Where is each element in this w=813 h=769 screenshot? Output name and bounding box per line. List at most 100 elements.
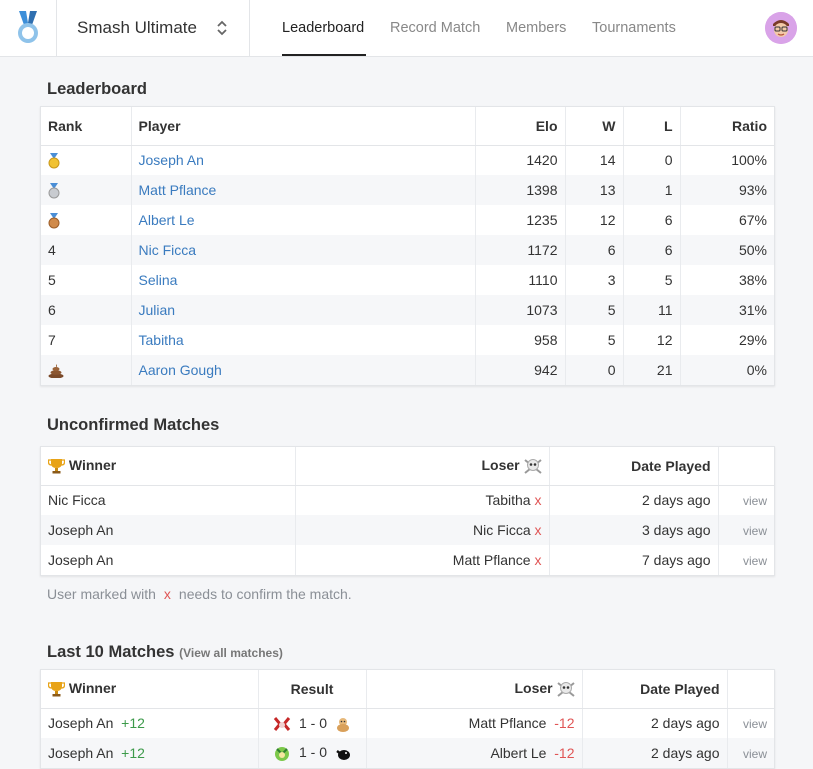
table-row: Aaron Gough 942 0 21 0% [41,355,774,385]
elo-cell: 1398 [474,175,565,205]
player-link[interactable]: Matt Pflance [130,175,475,205]
date-cell: 7 days ago [548,545,718,575]
table-row: 7 Tabitha 958 5 12 29% [41,325,774,355]
view-link[interactable]: view [717,545,774,575]
loser-cell: Nic Ficca x [294,515,549,545]
table-row: Joseph An +12 1 - 0 Matt Pflance -12 2 d… [41,708,774,738]
last-matches-title-text: Last 10 Matches [47,643,175,661]
winner-character-icon [274,716,291,731]
winner-cell: Joseph An +12 [41,708,258,738]
wins-cell: 3 [564,265,623,295]
player-link[interactable]: Nic Ficca [130,235,475,265]
view-link[interactable]: view [726,738,774,768]
losses-cell: 21 [622,355,680,385]
wins-cell: 14 [564,145,623,175]
player-link[interactable]: Albert Le [130,205,475,235]
col-winner-label: Winner [68,457,117,474]
tab-leaderboard[interactable]: Leaderboard [282,20,365,36]
winner-name: Joseph An [48,745,114,761]
elo-cell: 942 [474,355,565,385]
view-label[interactable]: view [742,717,767,732]
col-winner-label: Winner [68,680,117,697]
table-row: Joseph An Matt Pflance x 7 days ago view [41,545,774,575]
col-winner: Winner [41,447,295,486]
col-date: Date Played [581,670,727,709]
winner-character-icon [275,746,290,761]
last-matches-card: Winner Result Loser Date Played Joseph A… [40,669,775,769]
view-link[interactable]: view [726,708,774,738]
player-link[interactable]: Tabitha [130,325,475,355]
view-label[interactable]: view [742,747,767,761]
ratio-cell: 31% [679,295,774,325]
medal-logo-icon [18,11,38,43]
view-label[interactable]: view [742,524,767,538]
table-row: Matt Pflance 1398 13 1 93% [41,175,774,205]
col-losses: L [622,107,680,146]
col-date: Date Played [548,447,718,486]
result-score: 1 - 0 [298,744,327,761]
table-row: Joseph An Nic Ficca x 3 days ago view [41,515,774,545]
winner-name: Joseph An [48,715,114,732]
user-avatar-icon [765,12,797,44]
player-link[interactable]: Julian [130,295,475,325]
table-row: Nic Ficca Tabitha x 2 days ago view [41,485,774,515]
leaderboard-title: Leaderboard [47,80,147,98]
col-result: Result [257,670,366,709]
view-all-matches-link[interactable]: (View all matches) [179,646,283,660]
view-label[interactable]: view [742,554,767,568]
last-matches-table: Winner Result Loser Date Played Joseph A… [41,670,774,768]
note-mark: x [163,586,171,602]
col-wins: W [564,107,623,146]
note-after: needs to confirm the match. [178,586,352,602]
wins-cell: 13 [564,175,623,205]
skull-crossbones-icon [556,682,575,698]
elo-cell: 1172 [474,235,565,265]
ratio-cell: 67% [679,205,774,235]
last-matches-title: Last 10 Matches (View all matches) [47,643,283,662]
loser-elo-delta: -12 [554,745,575,761]
date-cell: 3 days ago [548,515,718,545]
tab-members[interactable]: Members [506,20,567,36]
winner-elo-delta: +12 [121,745,145,761]
unconfirmed-mark: x [534,552,542,568]
loser-character-icon [336,749,350,760]
unconfirmed-mark: x [534,522,542,538]
unconfirmed-card: Winner Loser Date Played Nic Ficca Tabit… [40,446,775,576]
rank-cell: 4 [48,242,56,258]
winner-cell: Joseph An [48,552,114,568]
loser-name: Albert Le [490,745,547,761]
skull-crossbones-icon [523,459,542,475]
player-link[interactable]: Aaron Gough [130,355,475,385]
col-elo: Elo [474,107,565,146]
loser-cell: Albert Le -12 [365,738,582,768]
player-link[interactable]: Selina [130,265,475,295]
app-logo[interactable] [0,0,57,57]
rank-cell [41,355,131,385]
unconfirmed-title: Unconfirmed Matches [47,416,220,434]
unconfirmed-note: User marked with x needs to confirm the ma… [47,586,352,602]
view-link[interactable]: view [717,515,774,545]
losses-cell: 5 [622,265,680,295]
losses-cell: 11 [622,295,680,325]
tab-tournaments[interactable]: Tournaments [592,20,676,36]
elo-cell: 1420 [474,145,565,175]
view-label[interactable]: view [742,494,767,509]
leaderboard-card: Rank Player Elo W L Ratio Joseph An 1420… [40,106,775,386]
tab-record-match[interactable]: Record Match [390,20,481,36]
view-link[interactable]: view [717,485,774,515]
col-loser: Loser [365,670,582,709]
loser-name: Tabitha [485,492,531,509]
table-row: Joseph An 1420 14 0 100% [41,145,774,175]
date-cell: 2 days ago [581,708,727,738]
unconfirmed-mark: x [534,492,542,509]
loser-cell: Matt Pflance x [294,545,549,575]
loser-name: Nic Ficca [473,522,531,538]
player-link[interactable]: Joseph An [130,145,475,175]
note-before: User marked with [47,586,156,602]
elo-cell: 958 [474,325,565,355]
avatar[interactable] [765,12,797,44]
game-selector[interactable]: Smash Ultimate [57,0,250,57]
rank-cell [41,175,131,205]
trophy-icon [48,459,65,474]
elo-cell: 1235 [474,205,565,235]
